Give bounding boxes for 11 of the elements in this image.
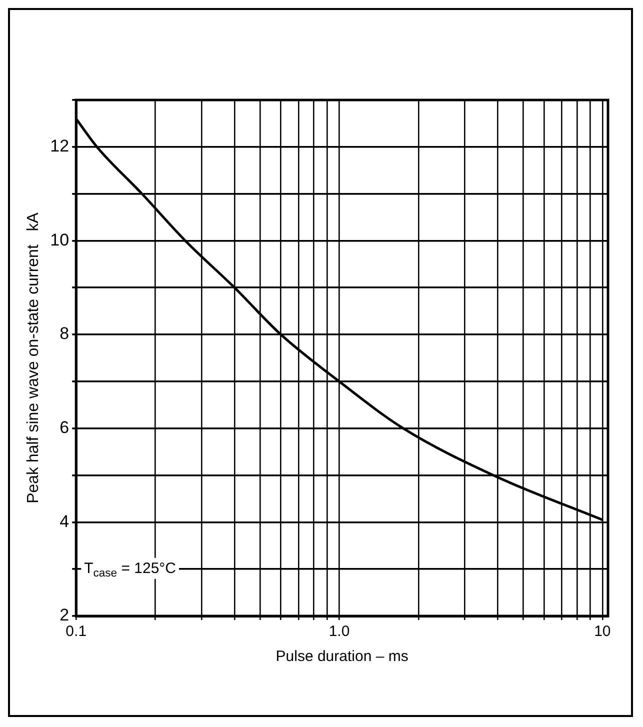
- x-tick-label: 1.0: [328, 623, 350, 640]
- y-tick-label: 6: [60, 418, 70, 438]
- y-tick-label: 8: [60, 324, 70, 344]
- x-tick-label: 0.1: [66, 623, 87, 640]
- y-axis-title: Peak half sine wave on-state current kA: [25, 212, 42, 504]
- y-tick-label: 12: [50, 136, 70, 156]
- y-tick-label: 10: [50, 230, 70, 250]
- x-axis-title: Pulse duration – ms: [276, 648, 408, 666]
- y-tick-label: 2: [60, 606, 70, 625]
- x-tick-label: 10: [594, 623, 611, 640]
- y-tick-label: 4: [60, 512, 70, 531]
